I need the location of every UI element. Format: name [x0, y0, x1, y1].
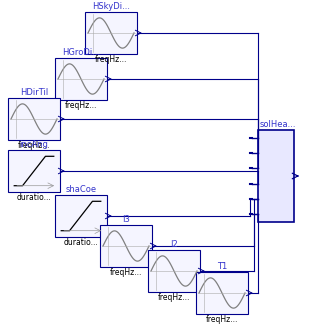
Text: duratio...: duratio...: [17, 193, 52, 202]
Bar: [8, 98, 60, 140]
Text: freqHz...: freqHz...: [158, 293, 190, 302]
Text: freqHz...: freqHz...: [18, 141, 50, 150]
Bar: [258, 130, 294, 222]
Text: duratio...: duratio...: [64, 238, 98, 247]
Bar: [8, 150, 60, 192]
Bar: [196, 272, 248, 314]
Text: freqHz...: freqHz...: [110, 268, 142, 277]
Text: HGroDi...: HGroDi...: [62, 48, 100, 57]
Text: freqHz...: freqHz...: [65, 101, 97, 110]
Text: I3: I3: [122, 215, 130, 224]
Text: HSkyDi...: HSkyDi...: [92, 2, 130, 11]
Text: incAng: incAng: [20, 140, 48, 149]
Bar: [55, 195, 107, 237]
Bar: [85, 12, 137, 54]
Bar: [148, 250, 200, 292]
Text: solHea...: solHea...: [260, 120, 296, 129]
Text: T1: T1: [217, 262, 227, 271]
Text: shaCoe: shaCoe: [65, 185, 97, 194]
Text: freqHz...: freqHz...: [206, 315, 238, 324]
Text: I2: I2: [170, 240, 178, 249]
Bar: [55, 58, 107, 100]
Text: HDirTil: HDirTil: [20, 88, 48, 97]
Bar: [100, 225, 152, 267]
Text: freqHz...: freqHz...: [95, 55, 127, 64]
